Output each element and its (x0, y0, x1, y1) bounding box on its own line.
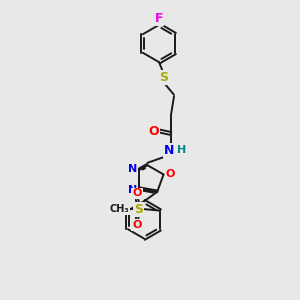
Text: N: N (164, 144, 175, 158)
Text: O: O (165, 169, 175, 179)
Text: H: H (177, 145, 186, 155)
Text: O: O (148, 124, 159, 138)
Text: S: S (159, 71, 168, 84)
Text: CH₃: CH₃ (110, 204, 129, 214)
Text: N: N (128, 185, 137, 195)
Text: S: S (134, 202, 143, 216)
Text: F: F (155, 12, 163, 25)
Text: O: O (132, 188, 142, 199)
Text: O: O (132, 220, 142, 230)
Text: N: N (128, 164, 137, 174)
